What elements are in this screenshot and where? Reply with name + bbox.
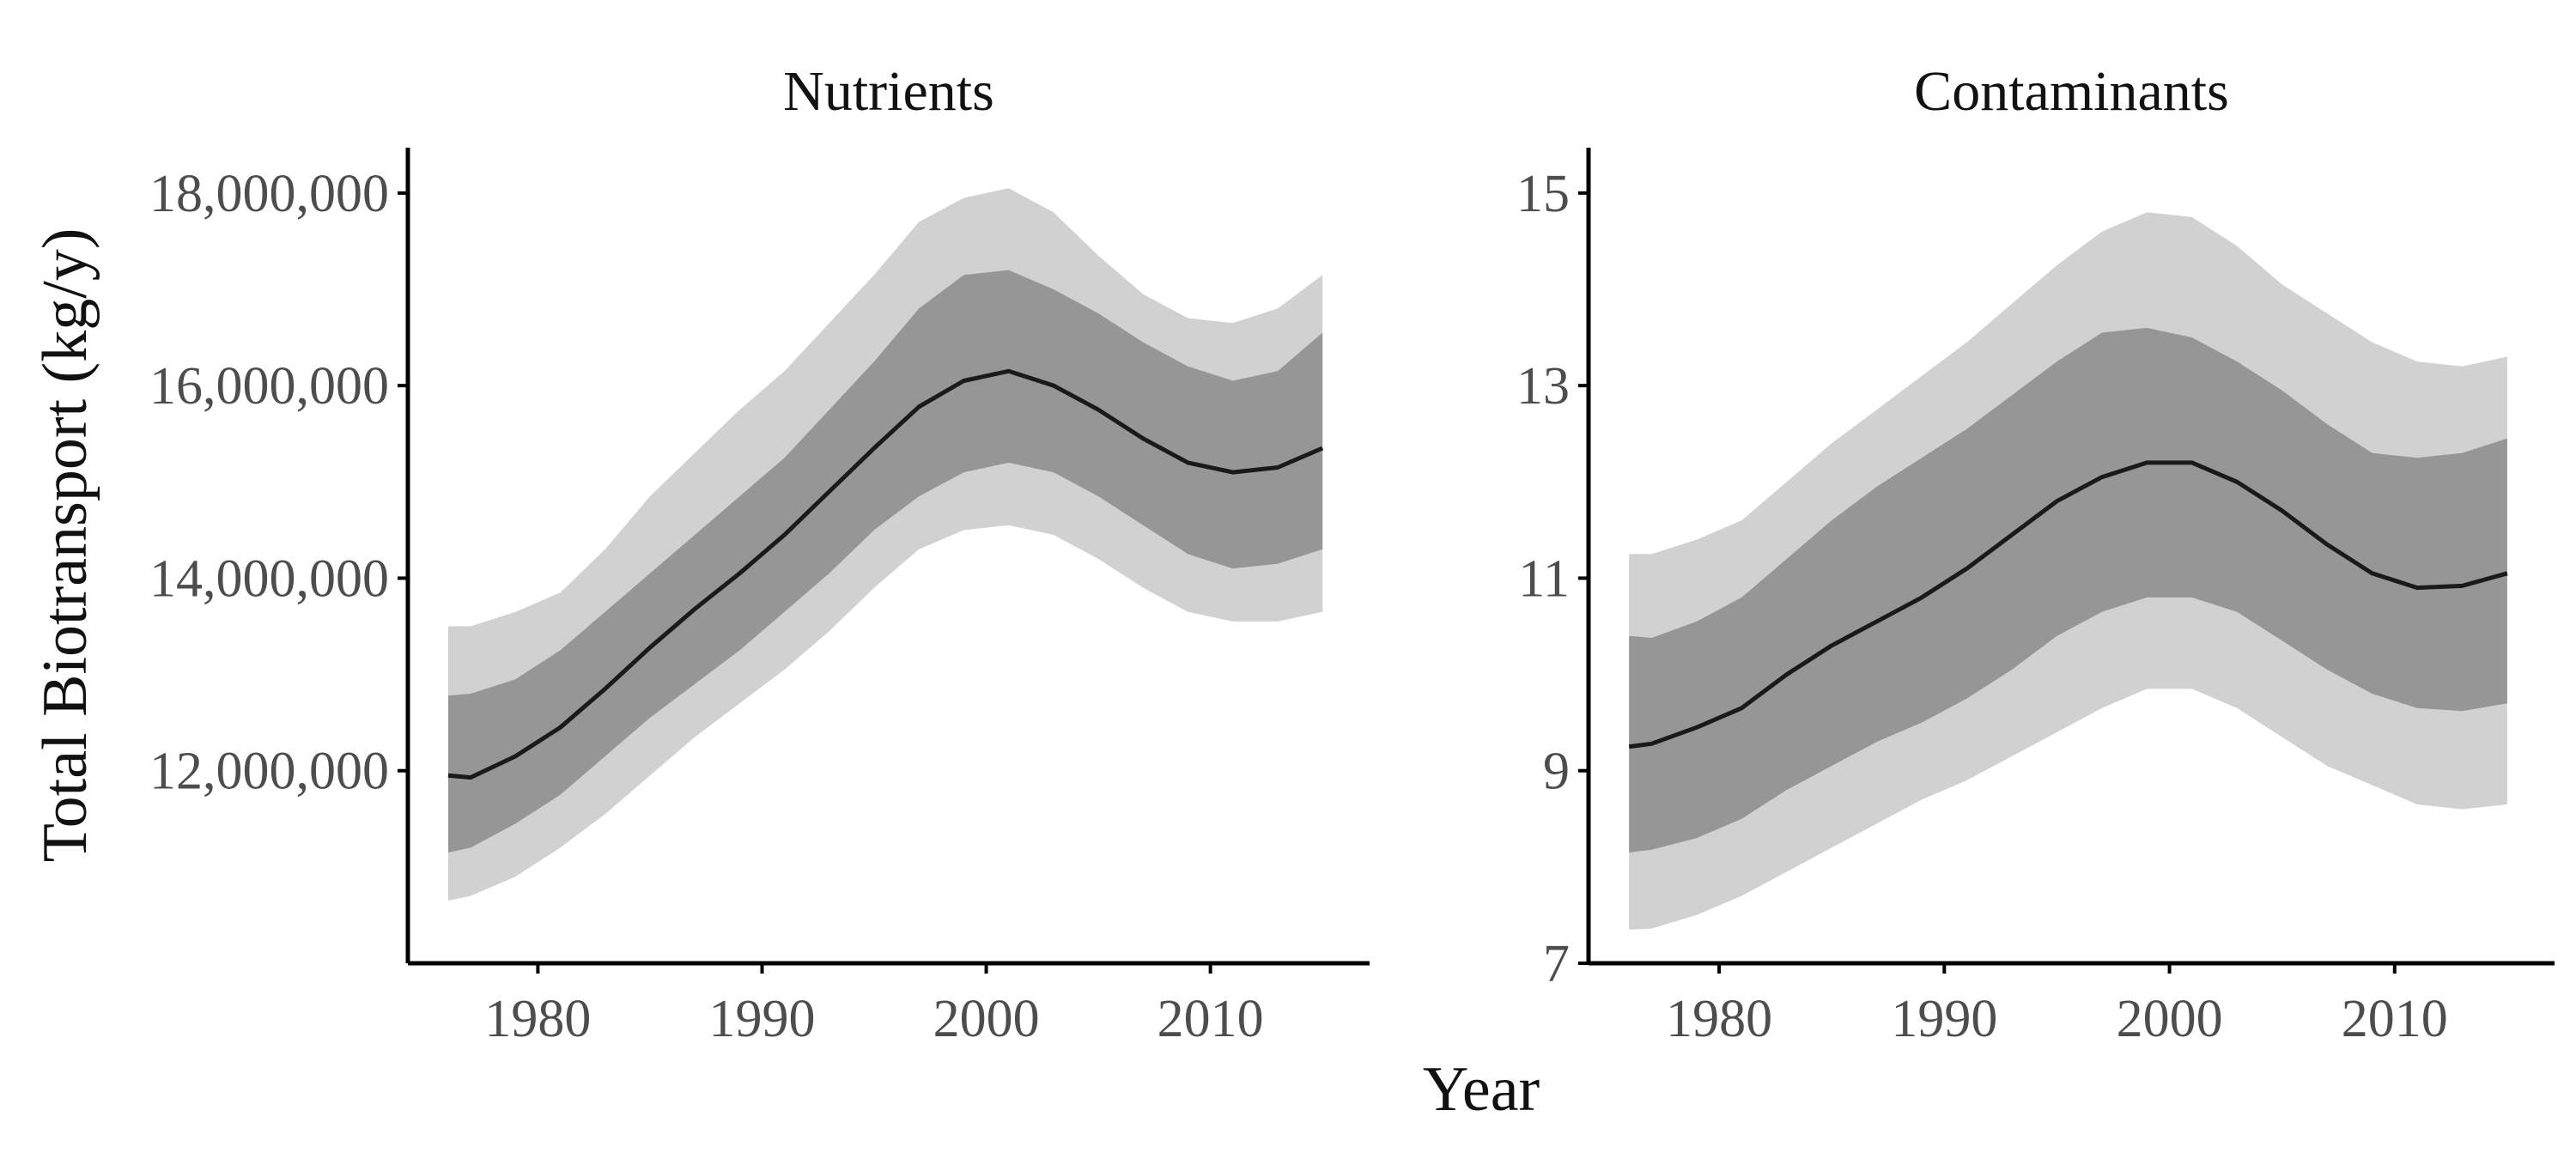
mean-line (447, 368, 1324, 780)
inner-band-area (1629, 327, 2507, 853)
x-tick-label: 2010 (2342, 990, 2448, 1048)
y-tick-label: 13 (1516, 357, 1570, 416)
y-tick-label: 15 (1516, 165, 1570, 223)
y-tick-label: 9 (1543, 743, 1570, 801)
y-tick-label: 14,000,000 (149, 549, 389, 608)
x-tick-label: 1990 (708, 990, 815, 1048)
y-tick-label: 12,000,000 (149, 743, 389, 801)
x-tick-label: 1980 (484, 990, 591, 1048)
x-tick-label: 1980 (1666, 990, 1772, 1048)
y-tick-label: 7 (1543, 935, 1570, 993)
x-axis-title: Year (1423, 1054, 1540, 1125)
x-tick-label: 2000 (933, 990, 1040, 1048)
x-tick-label: 2010 (1157, 990, 1264, 1048)
mean-line (1628, 460, 2508, 749)
y-tick-label: 11 (1518, 549, 1570, 608)
x-tick-label: 1990 (1891, 990, 1997, 1048)
panel-title: Nutrients (783, 60, 994, 123)
y-tick-label: 16,000,000 (149, 357, 389, 416)
y-tick-label: 18,000,000 (149, 165, 389, 223)
y-axis-title: Total Biotransport (kg/y) (30, 228, 100, 863)
nutrients-panel: 12,000,000 14,000,000 16,000,000 18,000,000… (149, 60, 1370, 1048)
panel-title: Contaminants (1914, 60, 2229, 123)
contaminants-panel: 7 9 11 13 15 1980 1990 2000 2010 Contaminants (1516, 60, 2555, 1048)
x-tick-label: 2000 (2117, 990, 2223, 1048)
